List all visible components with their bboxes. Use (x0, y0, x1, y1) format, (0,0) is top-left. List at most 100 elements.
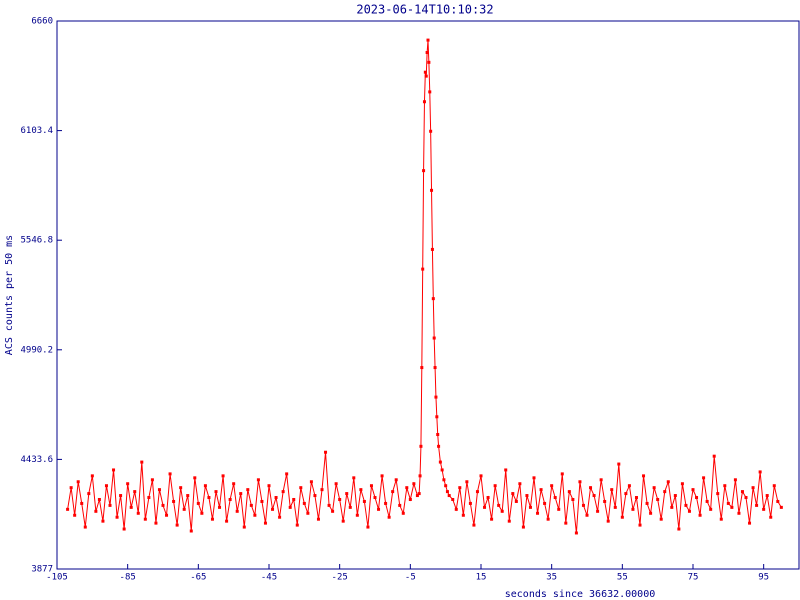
data-point (424, 74, 428, 78)
data-point (271, 507, 275, 511)
data-point (242, 525, 246, 529)
data-point (546, 517, 550, 521)
data-point (447, 494, 451, 498)
data-point (596, 509, 600, 513)
data-point (228, 497, 232, 501)
data-point (436, 433, 440, 437)
data-point (108, 503, 112, 507)
data-point (592, 494, 596, 498)
data-point (97, 497, 101, 501)
data-point (355, 513, 359, 517)
data-point (528, 505, 532, 509)
data-point (687, 509, 691, 513)
data-point (175, 523, 179, 527)
data-point (320, 488, 324, 492)
data-point (589, 486, 593, 490)
data-point (412, 482, 416, 486)
data-point (744, 496, 748, 500)
data-point (309, 480, 313, 484)
y-tick-label: 3877 (31, 565, 53, 575)
data-point (263, 521, 267, 525)
data-point (83, 525, 87, 529)
data-point (157, 488, 161, 492)
data-point (210, 517, 214, 521)
y-tick-label: 4990.2 (20, 345, 53, 355)
data-point (430, 247, 434, 251)
data-point (94, 509, 98, 513)
data-point (302, 501, 306, 505)
data-point (193, 476, 197, 480)
data-point (500, 509, 504, 513)
data-point (203, 484, 207, 488)
data-point (518, 482, 522, 486)
data-point (122, 527, 126, 531)
data-point (189, 529, 193, 533)
y-tick-label: 6660 (31, 17, 53, 27)
data-point (574, 531, 578, 535)
data-point (415, 494, 419, 498)
data-point (748, 521, 752, 525)
y-tick-label: 4433.6 (20, 455, 53, 465)
data-point (709, 507, 713, 511)
data-point (430, 188, 434, 192)
data-point (638, 523, 642, 527)
data-point (101, 519, 105, 523)
data-point (483, 505, 487, 509)
data-point (490, 517, 494, 521)
data-point (348, 505, 352, 509)
data-point (438, 460, 442, 464)
data-point (620, 515, 624, 519)
data-point (419, 444, 423, 448)
data-point (288, 505, 292, 509)
data-point (486, 496, 490, 500)
y-tick-label: 6103.4 (20, 126, 53, 136)
data-point (179, 486, 183, 490)
x-tick-label: 55 (617, 573, 628, 583)
data-point (475, 490, 479, 494)
data-point (695, 496, 699, 500)
data-point (154, 521, 158, 525)
data-point (599, 478, 603, 482)
data-point (758, 470, 762, 474)
data-point (373, 496, 377, 500)
data-point (613, 505, 617, 509)
data-point (420, 366, 424, 370)
data-point (423, 70, 427, 74)
data-line (67, 40, 782, 534)
data-point (140, 460, 144, 464)
plot-frame (56, 20, 800, 570)
data-point (663, 490, 667, 494)
data-point (115, 515, 119, 519)
y-tick-label: 5546.8 (20, 236, 53, 246)
data-point (670, 505, 674, 509)
data-point (440, 468, 444, 472)
data-point (377, 507, 381, 511)
data-point (493, 484, 497, 488)
data-point (76, 480, 80, 484)
data-point (536, 511, 540, 515)
data-point (557, 507, 561, 511)
data-point (454, 507, 458, 511)
data-point (285, 472, 289, 476)
data-point (606, 519, 610, 523)
data-point (445, 490, 449, 494)
data-point (730, 505, 734, 509)
data-point (119, 494, 123, 498)
data-point (246, 488, 250, 492)
data-point (553, 496, 557, 500)
data-point (161, 503, 165, 507)
data-point (702, 476, 706, 480)
data-point (680, 482, 684, 486)
data-point (422, 100, 426, 104)
data-point (417, 492, 421, 496)
x-tick-label: 95 (758, 573, 769, 583)
data-point (428, 90, 432, 94)
data-point (66, 507, 70, 511)
data-point (232, 482, 236, 486)
data-point (642, 474, 646, 478)
data-point (705, 499, 709, 503)
data-point (659, 517, 663, 521)
data-point (677, 527, 681, 531)
data-point (80, 501, 84, 505)
